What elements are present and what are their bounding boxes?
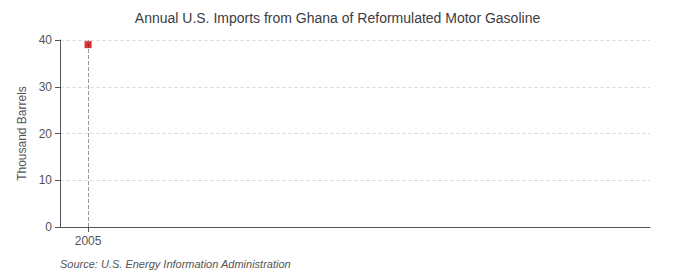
svg-text:10: 10: [39, 173, 53, 187]
svg-text:40: 40: [39, 33, 53, 47]
svg-text:2005: 2005: [75, 234, 102, 248]
svg-text:Thousand Barrels: Thousand Barrels: [15, 86, 29, 181]
svg-text:20: 20: [39, 127, 53, 141]
svg-text:0: 0: [45, 220, 52, 234]
svg-text:30: 30: [39, 80, 53, 94]
svg-text:Source: U.S. Energy Informatio: Source: U.S. Energy Information Administ…: [60, 258, 291, 270]
svg-text:Annual U.S. Imports from Ghana: Annual U.S. Imports from Ghana of Reform…: [135, 10, 541, 26]
